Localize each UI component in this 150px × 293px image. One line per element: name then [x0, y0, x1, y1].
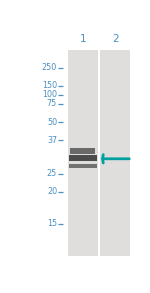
Bar: [70, 148, 95, 154]
Text: 20: 20: [47, 188, 57, 197]
Text: 25: 25: [47, 169, 57, 178]
Text: 50: 50: [47, 117, 57, 127]
Text: 150: 150: [42, 81, 57, 91]
Text: 15: 15: [47, 219, 57, 228]
Text: 37: 37: [47, 136, 57, 144]
Text: 250: 250: [42, 63, 57, 72]
Bar: [100, 50, 130, 256]
Bar: [69, 163, 97, 168]
Bar: [69, 155, 97, 161]
Text: 2: 2: [112, 34, 119, 44]
Text: 75: 75: [47, 99, 57, 108]
Bar: [68, 50, 98, 256]
Text: 1: 1: [79, 34, 86, 44]
Text: 100: 100: [42, 91, 57, 99]
